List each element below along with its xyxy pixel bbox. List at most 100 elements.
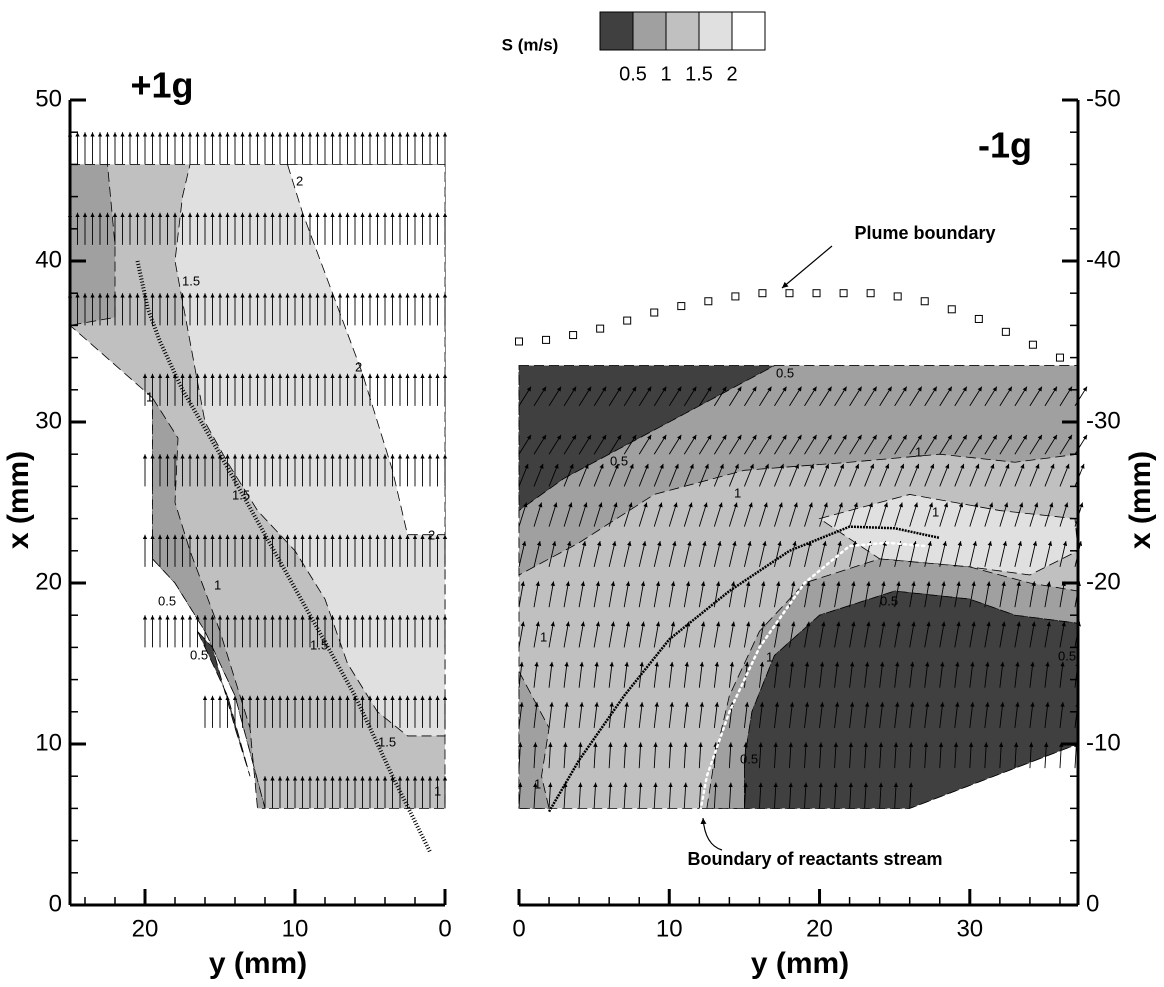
velocity-vector — [969, 386, 983, 407]
velocity-vector — [698, 782, 703, 809]
velocity-vector — [954, 502, 964, 527]
marker — [542, 335, 551, 344]
velocity-vector — [788, 742, 793, 769]
y-tick-label: -10 — [1086, 729, 1121, 756]
velocity-vector — [894, 502, 903, 527]
velocity-vector — [518, 621, 525, 648]
velocity-vector — [668, 742, 673, 769]
velocity-vector — [909, 434, 923, 455]
contour-region — [518, 365, 1079, 576]
velocity-vector — [774, 463, 784, 487]
velocity-vector — [623, 661, 629, 688]
velocity-vector — [999, 434, 1013, 455]
marker — [1055, 353, 1064, 362]
velocity-vector — [879, 621, 886, 648]
velocity-vector — [758, 661, 765, 688]
velocity-vector — [533, 463, 544, 487]
velocity-vector — [1029, 541, 1038, 568]
y-tick-label: 10 — [35, 729, 62, 756]
velocity-vector — [698, 434, 712, 455]
velocity-vector — [638, 386, 652, 407]
contour-label: 2 — [296, 173, 303, 188]
velocity-vector — [969, 621, 976, 648]
velocity-vector — [999, 581, 1006, 608]
velocity-vector — [909, 661, 915, 688]
velocity-vector — [518, 434, 532, 455]
marker — [1001, 327, 1010, 336]
velocity-vector — [668, 502, 678, 527]
velocity-vector — [668, 463, 679, 487]
annotation: Plume boundary — [854, 223, 995, 243]
velocity-vector — [909, 702, 915, 728]
velocity-vector — [713, 581, 721, 608]
velocity-vector — [623, 702, 629, 728]
velocity-vector — [593, 463, 604, 487]
y-tick-label: 20 — [35, 568, 62, 595]
velocity-vector — [653, 661, 659, 688]
colorbar-swatch — [632, 11, 667, 51]
velocity-vector — [608, 581, 616, 608]
velocity-vector — [819, 502, 828, 527]
velocity-vector — [578, 782, 583, 809]
velocity-vector — [938, 742, 944, 769]
velocity-vector — [698, 661, 705, 688]
velocity-vector — [548, 581, 556, 608]
velocity-vector — [999, 502, 1009, 527]
velocity-vector — [533, 386, 547, 407]
velocity-vector — [759, 502, 768, 527]
velocity-vector — [1059, 463, 1070, 487]
velocity-vector — [893, 782, 899, 809]
velocity-vector — [758, 621, 766, 648]
velocity-vector — [1014, 621, 1021, 648]
velocity-vector — [954, 661, 960, 688]
velocity-vector — [518, 702, 524, 728]
velocity-vector — [774, 581, 781, 608]
velocity-vector — [878, 742, 884, 769]
velocity-vector — [864, 386, 878, 407]
contour-label: 0.5 — [776, 365, 794, 380]
velocity-vector — [713, 702, 720, 728]
velocity-vector — [759, 434, 772, 455]
velocity-vector — [969, 661, 975, 688]
colorbar-label: 2 — [726, 63, 737, 85]
velocity-vector — [924, 581, 931, 608]
x-tick-label: 0 — [438, 915, 451, 942]
velocity-vector — [864, 581, 871, 608]
marker — [596, 324, 605, 333]
velocity-vector — [773, 782, 778, 809]
marker — [920, 297, 929, 306]
velocity-vector — [563, 434, 577, 455]
velocity-vector — [653, 621, 661, 648]
marker — [731, 292, 740, 301]
velocity-vector — [954, 581, 961, 608]
velocity-vector — [984, 463, 995, 487]
contour-label: 0.5 — [740, 751, 758, 766]
velocity-vector — [533, 742, 538, 769]
velocity-vector — [1059, 541, 1068, 568]
y-tick-label: -30 — [1086, 407, 1121, 434]
velocity-vector — [924, 502, 934, 527]
velocity-vector — [698, 581, 706, 608]
velocity-vector — [1059, 702, 1065, 728]
velocity-vector — [1059, 621, 1066, 648]
contour-label: 1 — [932, 504, 939, 519]
velocity-vector — [1014, 702, 1020, 728]
velocity-vector — [578, 661, 584, 688]
velocity-vector — [563, 386, 577, 407]
velocity-vector — [548, 742, 553, 769]
velocity-vector — [969, 581, 976, 608]
velocity-vector — [758, 581, 766, 608]
velocity-vector — [953, 742, 959, 769]
velocity-vector — [804, 502, 813, 527]
contour-label: 0.5 — [158, 593, 176, 608]
velocity-vector — [518, 463, 529, 487]
velocity-vector — [1029, 702, 1035, 728]
marker — [785, 289, 794, 298]
x-axis-label: y (mm) — [751, 947, 849, 980]
velocity-vector — [849, 661, 855, 688]
velocity-vector — [849, 541, 857, 568]
colorbar-label: 1 — [660, 63, 671, 85]
velocity-vector — [653, 386, 667, 407]
velocity-vector — [984, 621, 991, 648]
velocity-vector — [969, 434, 983, 455]
